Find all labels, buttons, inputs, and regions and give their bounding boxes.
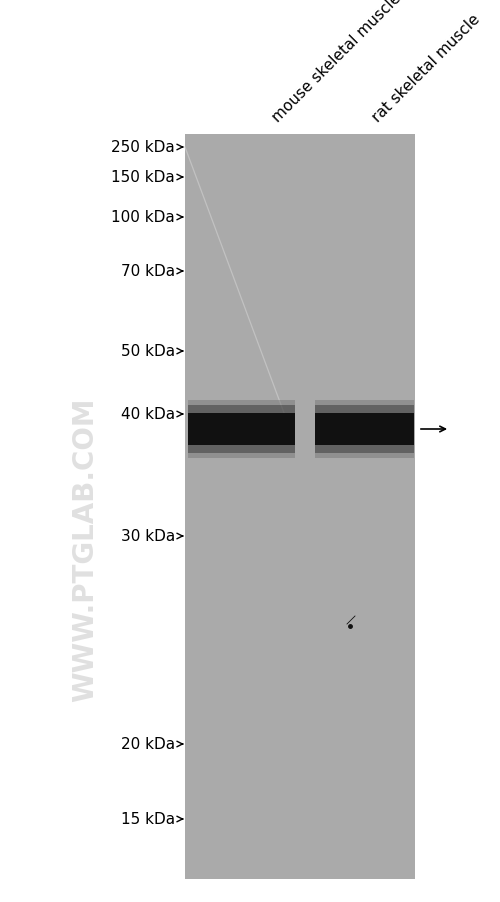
Bar (188, 413, 295, 446)
Text: 70 kDa: 70 kDa (121, 264, 175, 280)
Bar (315, 454, 414, 458)
Text: rat skeletal muscle: rat skeletal muscle (370, 12, 484, 124)
Bar (315, 413, 414, 446)
Text: WWW.PTGLAB.COM: WWW.PTGLAB.COM (71, 397, 99, 702)
Bar (315, 446, 414, 454)
Text: mouse skeletal muscle: mouse skeletal muscle (270, 0, 404, 124)
Text: 30 kDa: 30 kDa (121, 529, 175, 544)
Bar (188, 400, 295, 406)
Text: 40 kDa: 40 kDa (121, 407, 175, 422)
Text: 100 kDa: 100 kDa (111, 210, 175, 226)
Bar (185, 135, 415, 879)
Text: 150 kDa: 150 kDa (111, 170, 175, 185)
Text: 15 kDa: 15 kDa (121, 812, 175, 826)
Bar (315, 406, 414, 413)
Bar (185, 135, 415, 879)
Text: 50 kDa: 50 kDa (121, 345, 175, 359)
Bar (188, 446, 295, 454)
Bar (188, 454, 295, 458)
Bar (315, 400, 414, 406)
Bar (188, 406, 295, 413)
Text: 250 kDa: 250 kDa (111, 141, 175, 155)
Text: 20 kDa: 20 kDa (121, 737, 175, 751)
